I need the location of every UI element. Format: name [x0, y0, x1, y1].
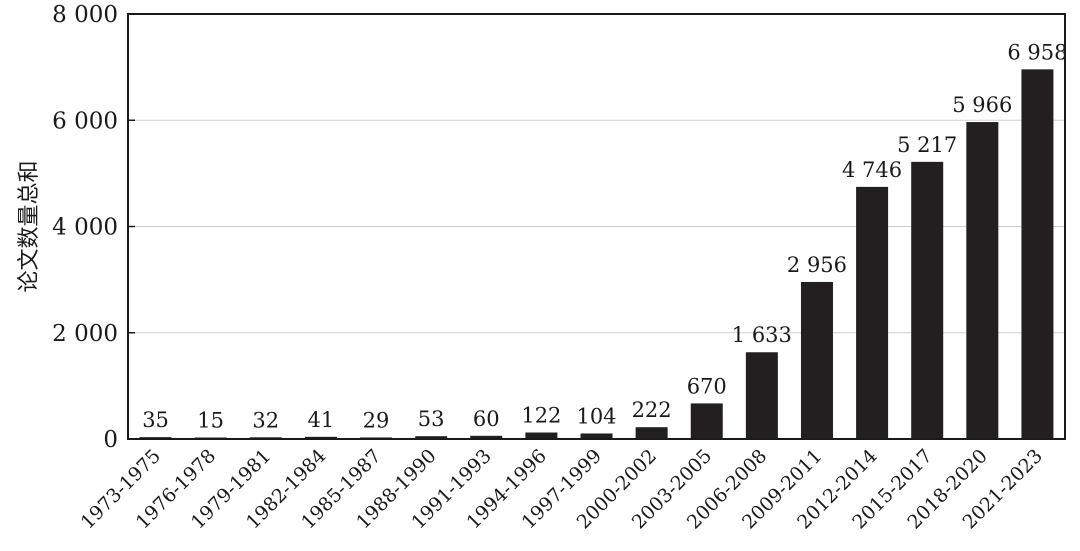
bars [139, 69, 1054, 440]
data-label: 32 [252, 408, 279, 432]
data-label: 5 217 [897, 133, 957, 157]
y-tick-label: 4 000 [52, 215, 118, 241]
x-axis-ticks: 1973-19751976-19781979-19811982-19841985… [77, 445, 1047, 533]
bar [911, 161, 944, 440]
data-label: 60 [473, 407, 500, 431]
data-label: 53 [418, 407, 445, 431]
data-label: 122 [521, 404, 561, 428]
bar [470, 435, 503, 439]
data-label: 29 [363, 408, 390, 432]
y-axis-ticks: 0 2 000 4 000 6 000 8 000 [52, 2, 135, 453]
y-tick-label: 2 000 [52, 321, 118, 347]
bar [580, 433, 613, 439]
y-axis-title: 论文数量总和 [17, 160, 42, 292]
bar [690, 403, 723, 439]
data-label: 1 633 [732, 323, 792, 347]
data-labels: 35 15 32 41 29 53 60 122 104 222 670 1 633 2 956 4 74… [142, 40, 1067, 432]
bar [745, 352, 778, 439]
data-label: 222 [632, 398, 672, 422]
bar [415, 436, 448, 439]
data-label: 5 966 [952, 93, 1012, 117]
data-label: 4 746 [842, 158, 902, 182]
bar [304, 436, 337, 439]
y-tick-label: 0 [103, 427, 118, 453]
data-label: 6 958 [1007, 40, 1067, 64]
bar [525, 432, 558, 439]
gridlines [128, 119, 1065, 334]
data-label: 35 [142, 408, 169, 432]
data-label: 2 956 [787, 253, 847, 277]
data-label: 41 [308, 408, 335, 432]
bar [635, 427, 668, 439]
bar [800, 281, 833, 439]
data-label: 670 [687, 374, 727, 398]
data-label: 15 [197, 409, 224, 433]
y-tick-label: 8 000 [52, 2, 118, 28]
bar [1021, 69, 1054, 439]
bar [856, 186, 889, 439]
y-tick-label: 6 000 [52, 108, 118, 134]
bar [966, 122, 999, 440]
data-label: 104 [576, 404, 616, 428]
